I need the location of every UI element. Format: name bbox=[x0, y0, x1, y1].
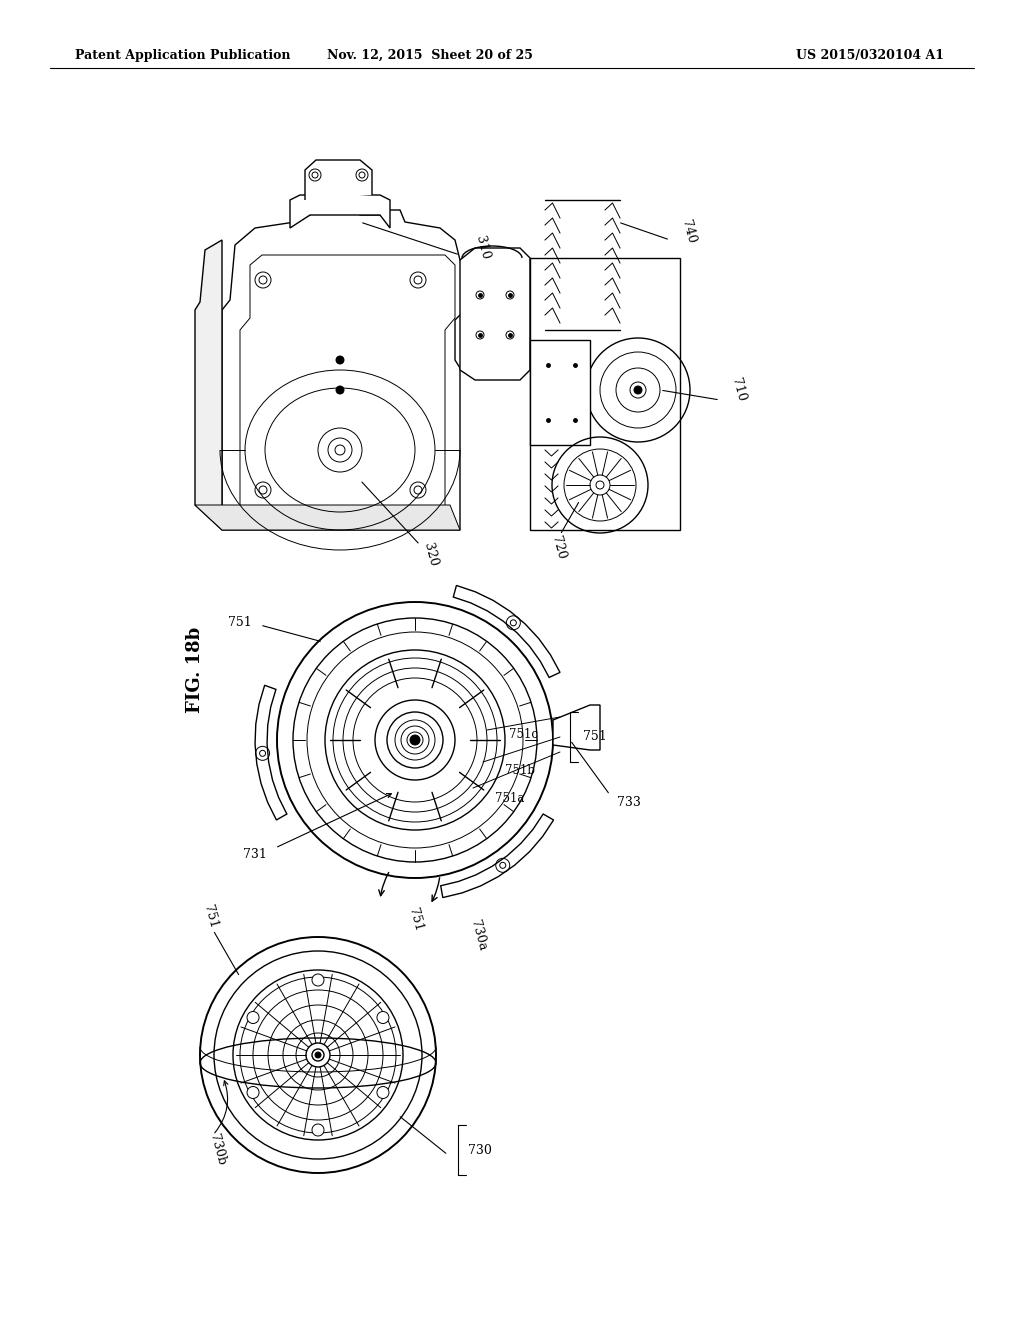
Circle shape bbox=[377, 1011, 389, 1023]
Text: 751a: 751a bbox=[496, 792, 524, 804]
Text: 751b: 751b bbox=[505, 763, 535, 776]
Text: 730a: 730a bbox=[468, 919, 488, 952]
Text: 751: 751 bbox=[406, 907, 424, 933]
Circle shape bbox=[336, 385, 344, 393]
Polygon shape bbox=[553, 705, 600, 750]
Text: 710: 710 bbox=[729, 376, 748, 403]
Text: 720: 720 bbox=[549, 535, 567, 561]
Text: Patent Application Publication: Patent Application Publication bbox=[75, 49, 291, 62]
Text: 730b: 730b bbox=[208, 1133, 228, 1167]
Circle shape bbox=[336, 356, 344, 364]
Polygon shape bbox=[440, 814, 554, 898]
Polygon shape bbox=[255, 685, 287, 820]
Circle shape bbox=[312, 974, 324, 986]
Text: US 2015/0320104 A1: US 2015/0320104 A1 bbox=[796, 49, 944, 62]
Text: 751c: 751c bbox=[509, 729, 538, 742]
Circle shape bbox=[247, 1011, 259, 1023]
Polygon shape bbox=[305, 160, 372, 201]
Text: 310: 310 bbox=[473, 235, 492, 261]
Text: 740: 740 bbox=[679, 219, 697, 246]
Text: 730: 730 bbox=[468, 1143, 492, 1156]
Polygon shape bbox=[460, 248, 530, 380]
Polygon shape bbox=[290, 195, 390, 228]
Polygon shape bbox=[222, 210, 465, 531]
Text: 751: 751 bbox=[228, 615, 252, 628]
Text: Nov. 12, 2015  Sheet 20 of 25: Nov. 12, 2015 Sheet 20 of 25 bbox=[327, 49, 532, 62]
Text: FIG. 18b: FIG. 18b bbox=[186, 627, 204, 713]
Circle shape bbox=[377, 1086, 389, 1098]
Text: 751: 751 bbox=[201, 904, 219, 931]
Text: 320: 320 bbox=[421, 541, 439, 568]
Polygon shape bbox=[530, 341, 590, 445]
Circle shape bbox=[312, 1125, 324, 1137]
Polygon shape bbox=[195, 240, 222, 531]
Circle shape bbox=[247, 1086, 259, 1098]
Circle shape bbox=[315, 1052, 321, 1059]
Text: 731: 731 bbox=[243, 849, 267, 862]
Polygon shape bbox=[454, 586, 560, 677]
Circle shape bbox=[634, 385, 642, 393]
Polygon shape bbox=[195, 506, 460, 531]
Text: 751: 751 bbox=[583, 730, 607, 743]
Circle shape bbox=[410, 735, 420, 744]
Text: 733: 733 bbox=[617, 796, 641, 808]
